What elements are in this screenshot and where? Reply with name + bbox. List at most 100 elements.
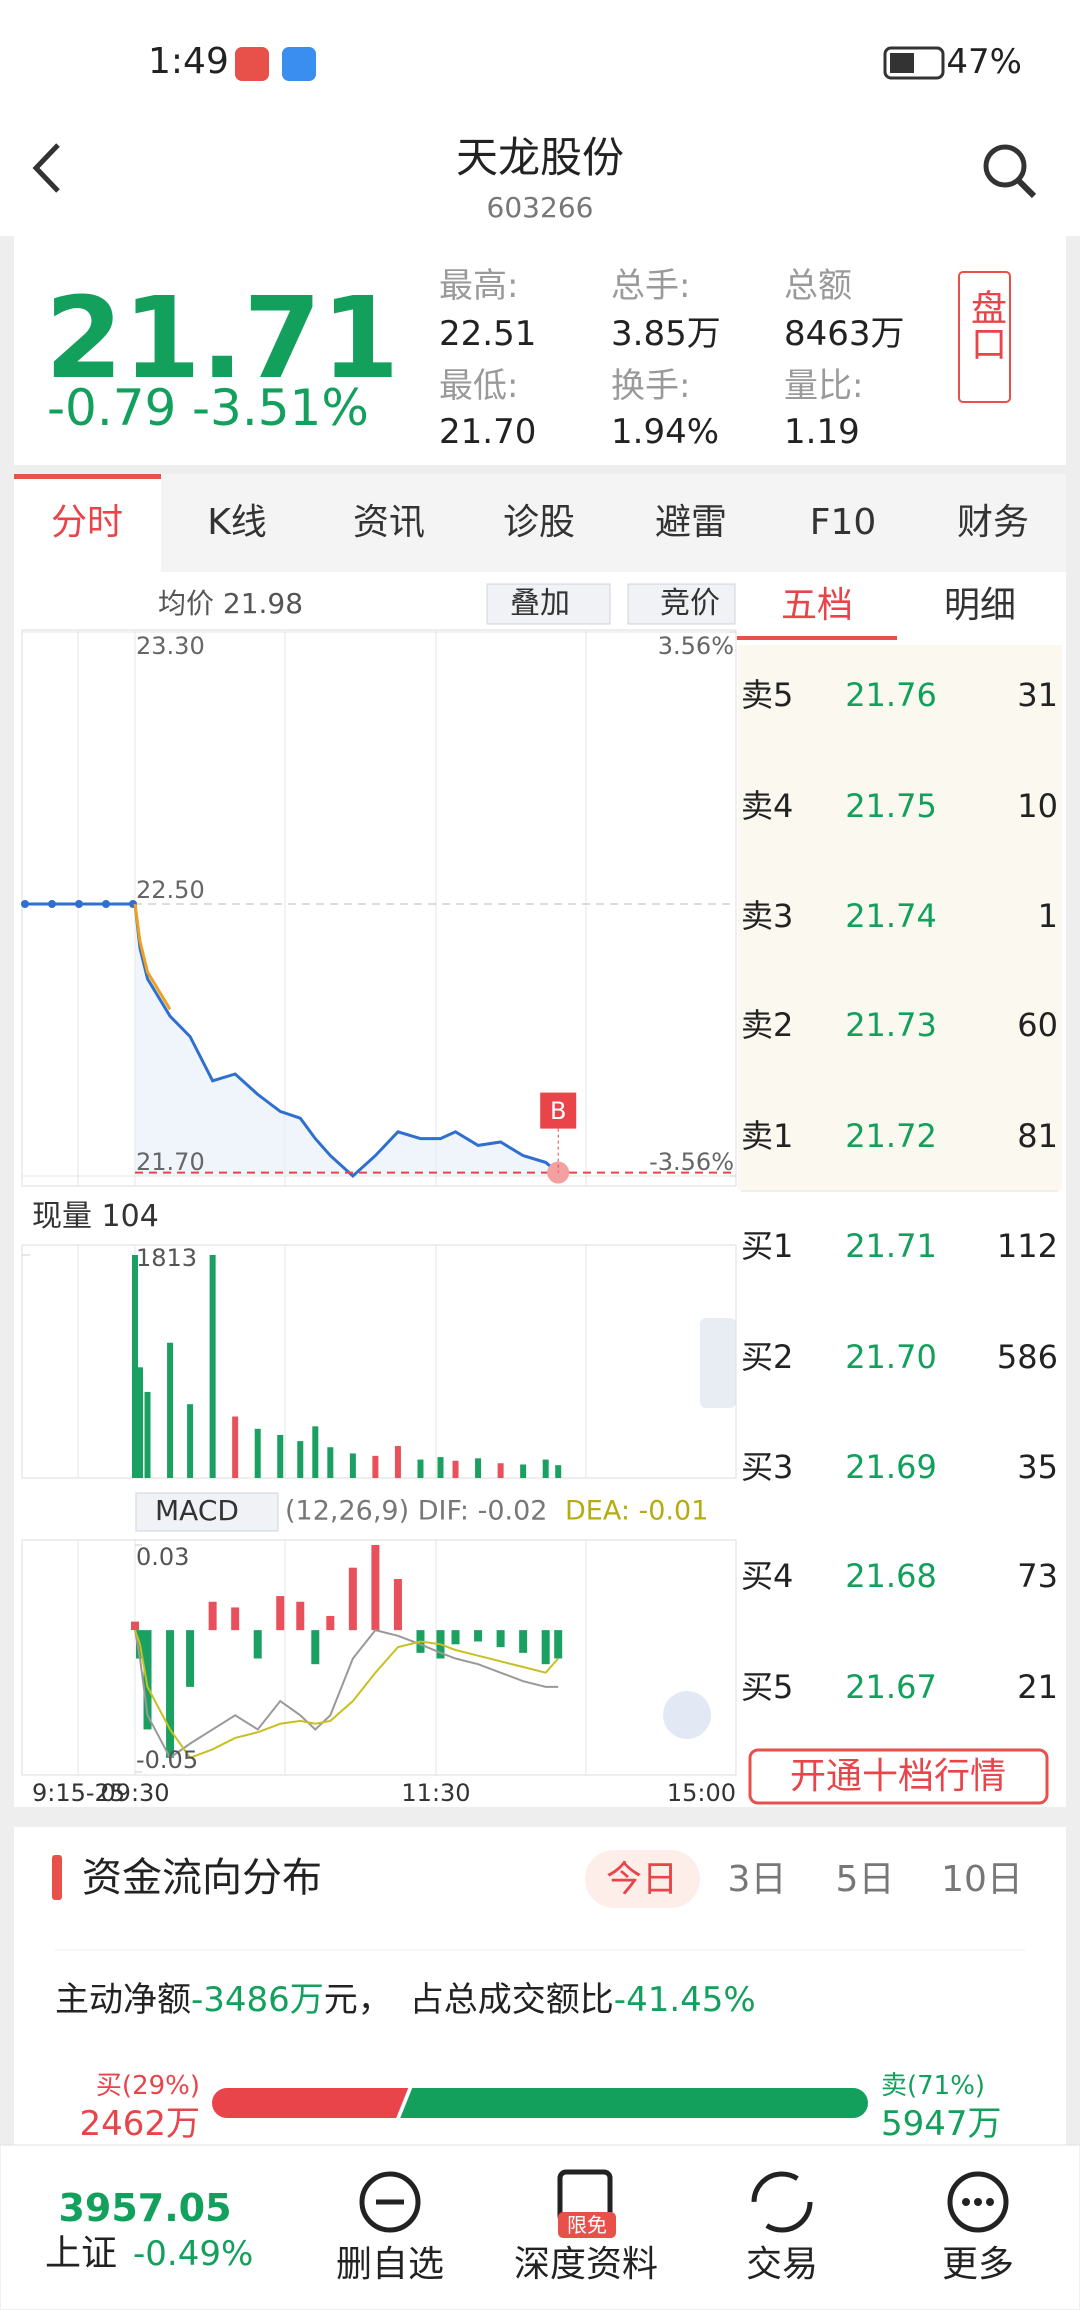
- volume-bar: [187, 1404, 194, 1478]
- level-label: 买2: [741, 1338, 794, 1376]
- level-label: 买3: [741, 1448, 794, 1486]
- volume-bar: [520, 1464, 527, 1478]
- tab[interactable]: K线: [207, 502, 267, 543]
- macd-dea-line: [134, 1629, 559, 1760]
- battery: 47%: [946, 42, 1022, 82]
- macd-bar: [326, 1615, 335, 1631]
- volume-bar: [437, 1457, 444, 1478]
- y-tick-label: 1813: [136, 1244, 198, 1272]
- volume-frame: [21, 1244, 737, 1479]
- bottom-bar: [0, 2144, 1080, 2310]
- fullscreen-button[interactable]: [663, 1691, 711, 1739]
- macd-bar: [371, 1545, 380, 1631]
- chart-frame: [21, 629, 737, 1187]
- y-tick-label: -0.05: [136, 1746, 199, 1774]
- back-button[interactable]: [32, 143, 60, 193]
- level-price: 21.71: [845, 1227, 937, 1265]
- volume-bar: [137, 1367, 144, 1478]
- level-label: 买1: [741, 1227, 794, 1265]
- y2-tick-label: 3.56%: [657, 632, 734, 660]
- nav-label[interactable]: 交易: [745, 2244, 819, 2285]
- tab[interactable]: 诊股: [502, 502, 576, 543]
- y-tick-label: 22.50: [136, 876, 205, 904]
- app-icon: [282, 47, 316, 81]
- overlay-button[interactable]: 叠加: [510, 586, 570, 621]
- order-tab[interactable]: 明细: [943, 585, 1017, 626]
- level-price: 21.72: [845, 1117, 937, 1155]
- period-tab[interactable]: 10日: [941, 1859, 1023, 1900]
- level-volume: 73: [1017, 1557, 1058, 1595]
- tab[interactable]: 分时: [50, 502, 124, 543]
- stat-label: 总额: [784, 266, 852, 306]
- tab[interactable]: 资讯: [352, 502, 426, 543]
- level-price: 21.73: [845, 1006, 937, 1044]
- order-tab[interactable]: 五档: [780, 585, 854, 626]
- period-tab[interactable]: 5日: [835, 1859, 895, 1900]
- volume-bar: [452, 1460, 459, 1478]
- nav-icon[interactable]: [947, 2171, 1009, 2233]
- buy-label: 买(29%): [95, 2071, 200, 2101]
- level-label: 卖2: [741, 1006, 794, 1044]
- nav-icon[interactable]: [359, 2171, 421, 2233]
- index-change: -0.49%: [133, 2234, 254, 2274]
- macd-params: (12,26,9) DIF: -0.02: [285, 1495, 548, 1527]
- nav-label[interactable]: 更多: [941, 2244, 1015, 2285]
- volume-bar: [327, 1447, 334, 1478]
- level-price: 21.74: [845, 897, 937, 935]
- net-value: -3486万: [191, 1980, 324, 2020]
- auction-button[interactable]: 竞价: [660, 586, 720, 621]
- macd-selector-label[interactable]: MACD: [155, 1494, 239, 1527]
- period-tab[interactable]: 今日: [605, 1859, 679, 1900]
- net-label: 主动净额: [55, 1980, 191, 2020]
- volume-bar: [167, 1342, 174, 1478]
- macd-bar: [231, 1607, 240, 1631]
- section-title: 资金流向分布: [82, 1855, 322, 1901]
- avg-price: 均价 21.98: [158, 587, 304, 620]
- period-active[interactable]: [585, 1850, 700, 1908]
- macd-bar: [166, 1630, 175, 1758]
- level-label: 卖3: [741, 897, 794, 935]
- y-tick-label: 23.30: [136, 632, 205, 660]
- change-pct: -3.51%: [192, 379, 369, 437]
- level-volume: 35: [1017, 1448, 1058, 1486]
- nav-label[interactable]: 删自选: [335, 2244, 445, 2285]
- stock-code: 603266: [486, 191, 594, 224]
- net-flow: 主动净额-3486万元， 占总成交额比-41.45%: [55, 1983, 756, 2017]
- macd-bar: [186, 1630, 195, 1687]
- level-volume: 31: [1017, 676, 1058, 714]
- macd-bar: [474, 1630, 483, 1642]
- expand-handle[interactable]: [700, 1318, 736, 1408]
- buy-amount: 2462万: [79, 2104, 200, 2144]
- overlay-button[interactable]: [486, 583, 611, 625]
- badge-label: 限免: [567, 2213, 607, 2237]
- tab[interactable]: F10: [809, 502, 877, 543]
- tab[interactable]: 避雷: [654, 502, 728, 543]
- level-label: 买4: [741, 1557, 794, 1595]
- stat-label: 最低:: [439, 366, 519, 406]
- nav-label[interactable]: 深度资料: [513, 2244, 659, 2285]
- panel-button-frame[interactable]: [958, 271, 1011, 403]
- upgrade-button-frame[interactable]: [748, 1748, 1049, 1805]
- stat-label: 总手:: [611, 266, 691, 306]
- active-tab-indicator: [14, 474, 161, 479]
- level-price: 21.75: [845, 787, 937, 825]
- panel-button[interactable]: 盘口: [965, 289, 1006, 361]
- upgrade-button[interactable]: 开通十档行情: [789, 1756, 1007, 1797]
- active-tab[interactable]: [14, 474, 161, 572]
- macd-bar: [496, 1630, 505, 1648]
- period-tab[interactable]: 3日: [727, 1859, 787, 1900]
- price-area: [135, 904, 559, 1176]
- level-price: 21.76: [845, 676, 937, 714]
- stat-label: 最高:: [439, 266, 519, 306]
- level-price: 21.69: [845, 1448, 937, 1486]
- level-volume: 10: [1017, 787, 1058, 825]
- macd-selector: [135, 1492, 279, 1532]
- macd-bar: [296, 1601, 305, 1631]
- nav-icon[interactable]: [751, 2171, 813, 2233]
- auction-button[interactable]: [627, 583, 736, 625]
- search-button[interactable]: [983, 144, 1037, 199]
- buy-bar: [212, 2088, 409, 2118]
- tab[interactable]: 财务: [956, 502, 1030, 543]
- stat-value: 1.19: [784, 412, 860, 452]
